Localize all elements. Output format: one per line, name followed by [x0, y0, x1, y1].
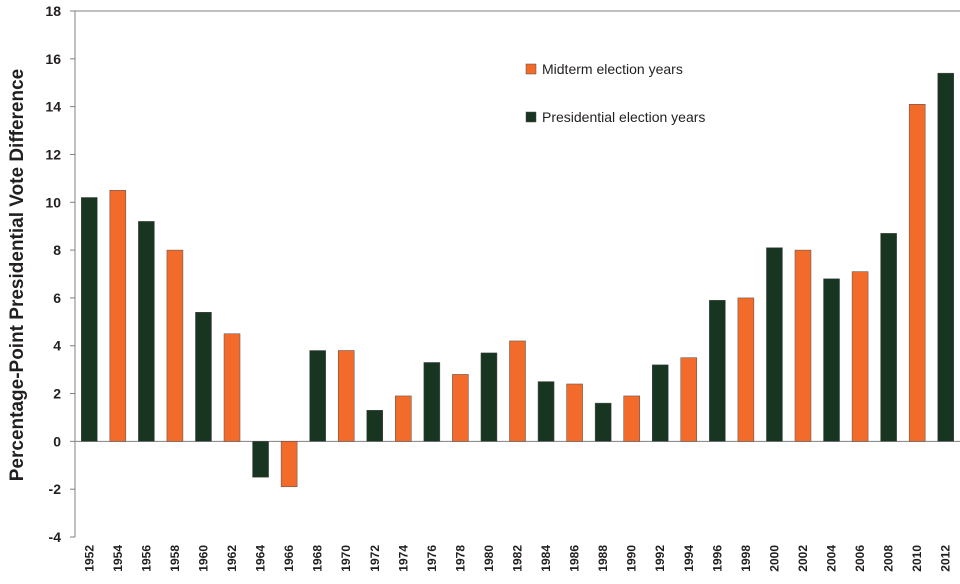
bar-1966	[280, 441, 298, 488]
bar-1968	[309, 350, 326, 442]
x-tick-label: 1984	[539, 545, 553, 572]
y-tick-label: -4	[49, 529, 62, 545]
x-tick-label: 1958	[168, 545, 182, 572]
x-tick-label: 1994	[682, 545, 696, 572]
bar-1998	[737, 297, 755, 442]
y-tick-label: 0	[53, 433, 61, 449]
x-tick-label: 1978	[453, 545, 467, 572]
y-tick-label: 10	[45, 194, 61, 210]
x-tick-label: 2012	[939, 545, 953, 572]
bar-1990	[623, 395, 640, 442]
x-tick-label: 1990	[625, 545, 639, 572]
bar-1970	[337, 350, 355, 442]
y-tick-label: 12	[45, 146, 61, 162]
x-tick-label: 1976	[425, 545, 439, 572]
x-tick-label: 1996	[710, 545, 724, 572]
x-tick-label: 2004	[825, 545, 839, 572]
x-tick-label: 1964	[254, 545, 268, 572]
bar-2008	[880, 233, 897, 442]
bar-2004	[823, 278, 840, 442]
bar-2002	[794, 249, 812, 442]
bar-2012	[937, 72, 954, 442]
x-tick-label: 1988	[596, 545, 610, 572]
x-tick-label: 2006	[853, 545, 867, 572]
bar-1976	[423, 362, 441, 442]
x-tick-label: 1952	[82, 545, 96, 572]
x-tick-label: 1992	[653, 545, 667, 572]
bar-1952	[81, 197, 98, 442]
x-tick-label: 2010	[910, 545, 924, 572]
bar-1996	[709, 300, 726, 442]
y-tick-label: 18	[45, 3, 61, 19]
bar-1986	[566, 383, 583, 442]
legend-swatch-midterm	[525, 63, 537, 75]
bar-1980	[480, 352, 498, 442]
x-tick-label: 1972	[368, 545, 382, 572]
x-tick-label: 1968	[311, 545, 325, 572]
x-tick-label: 2008	[882, 545, 896, 572]
bar-1956	[138, 221, 155, 442]
x-tick-label: 1966	[282, 545, 296, 572]
bar-1978	[452, 374, 469, 442]
y-tick-label: 8	[53, 242, 61, 258]
bar-1972	[366, 410, 384, 442]
y-tick-label: -2	[49, 481, 62, 497]
y-tick-label: 14	[45, 99, 61, 115]
y-tick-label: 6	[53, 290, 61, 306]
bar-2010	[908, 103, 926, 442]
bar-1960	[195, 312, 212, 442]
y-tick-label: 4	[53, 338, 61, 354]
bar-1964	[252, 441, 269, 478]
bar-1982	[509, 340, 526, 442]
x-tick-label: 1962	[225, 545, 239, 572]
bar-2006	[851, 271, 869, 442]
x-tick-label: 1970	[339, 545, 353, 572]
x-tick-label: 1956	[139, 545, 153, 572]
x-tick-label: 1974	[396, 545, 410, 572]
bar-1994	[680, 357, 698, 442]
x-tick-label: 1980	[482, 545, 496, 572]
y-tick-label: 2	[53, 386, 61, 402]
bar-2000	[766, 247, 783, 442]
bar-1958	[166, 249, 184, 442]
legend-swatch-presidential	[525, 111, 537, 123]
bar-1988	[594, 402, 612, 442]
bar-1962	[223, 333, 241, 442]
x-tick-label: 1982	[511, 545, 525, 572]
tick-labels: -4 -2 0 2 4 6 8 10 12 14 16 18 1952 1954 1956 1958 1960 1…	[45, 3, 952, 572]
bar-1992	[651, 364, 669, 442]
bar-1954	[109, 190, 127, 442]
bar-1974	[395, 395, 412, 442]
axes	[70, 10, 960, 538]
x-tick-label: 2002	[796, 545, 810, 572]
y-axis-label: Percentage-Point Presidential Vote Diffe…	[7, 69, 28, 482]
legend-label-midterm: Midterm election years	[542, 61, 683, 77]
y-tick-label: 16	[45, 51, 61, 67]
x-tick-label: 1998	[739, 545, 753, 572]
x-tick-label: 2000	[767, 545, 781, 572]
x-tick-label: 1954	[111, 545, 125, 572]
legend-label-presidential: Presidential election years	[542, 109, 705, 125]
bars	[81, 72, 954, 488]
x-tick-label: 1960	[196, 545, 210, 572]
bar-1984	[537, 381, 555, 442]
legend: Midterm election years Presidential elect…	[525, 61, 705, 125]
x-tick-label: 1986	[568, 545, 582, 572]
